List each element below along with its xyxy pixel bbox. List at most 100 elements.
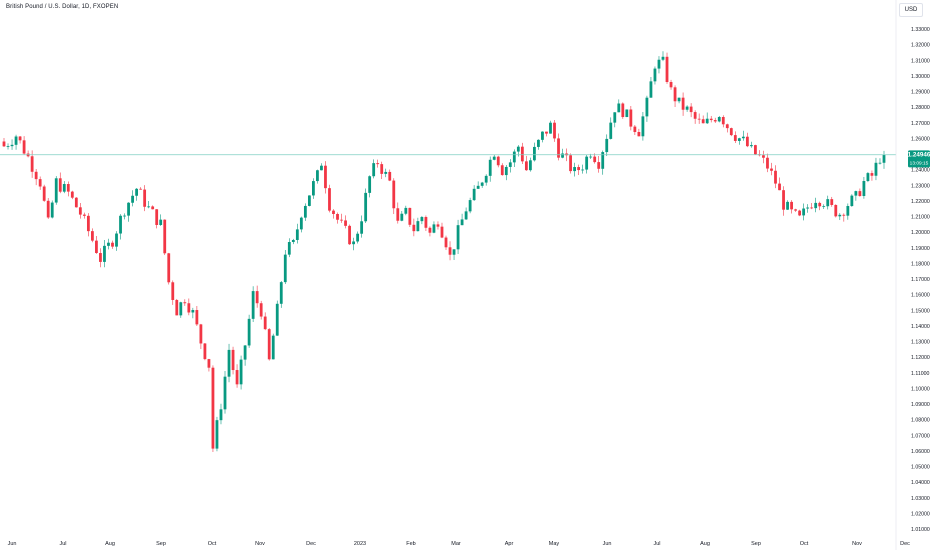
candle-body [127, 202, 130, 216]
candle-body [143, 189, 147, 207]
candle-body [332, 210, 335, 214]
candle-body [593, 156, 597, 163]
candle [26, 150, 30, 158]
candle [484, 174, 488, 186]
y-axis[interactable]: 1.33000 1.32000 1.31000 1.30000 1.29000 1.280… [911, 27, 930, 533]
x-tick-label: Jul [59, 541, 66, 547]
candle-body [577, 167, 581, 171]
candle [549, 120, 552, 134]
candle-body [653, 68, 657, 82]
candle-body [95, 240, 98, 254]
y-tick-label: 1.31000 [911, 58, 930, 64]
candle [263, 312, 267, 331]
candle-body [42, 186, 46, 201]
y-tick-label: 1.33000 [911, 27, 930, 33]
candle-body [464, 211, 468, 220]
x-tick-label: 2023 [354, 541, 366, 547]
candle-body [247, 318, 251, 346]
candle [758, 150, 761, 157]
candle-body [239, 359, 243, 385]
y-tick-label: 1.03000 [911, 496, 930, 502]
candle-body [826, 199, 830, 207]
candle [629, 105, 633, 131]
candle-body [159, 219, 163, 225]
candle-body [846, 206, 850, 216]
candle [569, 153, 572, 174]
candle [2, 137, 6, 148]
candle-body [191, 310, 195, 313]
last-price-value: 1.24946 [908, 151, 931, 158]
candle [251, 286, 255, 322]
candle-body [472, 188, 476, 201]
candle-body [834, 204, 838, 217]
candle-body [14, 136, 18, 145]
candle [878, 158, 882, 165]
x-axis[interactable]: Jun Jul Aug Sep Oct Nov Dec 2023 Feb Mar Apr May Jun… [8, 541, 911, 547]
candle [520, 142, 524, 165]
candle [312, 178, 315, 199]
candle [22, 136, 26, 155]
candle [545, 131, 548, 137]
candle-body [50, 202, 54, 218]
candle [448, 241, 452, 261]
candle [167, 252, 171, 285]
candle [171, 280, 175, 305]
candle-body [123, 215, 126, 217]
candle [127, 202, 130, 222]
candle-body [211, 367, 215, 449]
x-tick-label: Jun [603, 541, 612, 547]
candle [151, 205, 155, 210]
candle [316, 169, 319, 184]
candle [882, 150, 886, 169]
candle-body [424, 217, 428, 228]
candle [159, 214, 163, 226]
candle-body [396, 208, 400, 221]
candle-body [492, 156, 496, 160]
candle [524, 155, 528, 171]
y-tick-label: 1.18000 [911, 261, 930, 267]
y-tick-label: 1.14000 [911, 324, 930, 330]
candle-body [30, 156, 34, 172]
candle [573, 162, 576, 177]
candle [496, 155, 500, 168]
candle-body [468, 200, 472, 212]
candle-body [219, 409, 223, 421]
candle-body [255, 291, 259, 304]
candle [597, 155, 601, 173]
candle [533, 142, 536, 162]
x-tick-label: Sep [751, 541, 761, 547]
candle-body [573, 167, 576, 172]
candle [99, 248, 102, 268]
x-tick-label: Oct [208, 541, 217, 547]
candle-body [267, 329, 271, 360]
candle-body [484, 175, 488, 183]
candle-body [432, 224, 436, 233]
candle-body [838, 214, 842, 217]
candle-body [549, 122, 552, 134]
candle [275, 300, 279, 336]
candle-body [520, 146, 524, 162]
candle-body [340, 219, 343, 221]
candle [774, 165, 777, 189]
candle-body [195, 310, 199, 325]
candle-body [685, 106, 689, 110]
candle-body [533, 146, 536, 161]
candle [625, 109, 629, 118]
candle-body [86, 215, 90, 232]
candle-body [452, 249, 456, 255]
candle [103, 240, 106, 268]
candle [721, 115, 725, 128]
candle-body [786, 201, 789, 210]
candle-body [581, 169, 585, 171]
candle [223, 371, 227, 414]
candle-body [34, 171, 38, 180]
y-tick-label: 1.28000 [911, 105, 930, 111]
x-tick-label: Dec [900, 541, 910, 547]
candle [605, 134, 609, 157]
candle-body [46, 200, 50, 218]
currency-button[interactable]: USD [899, 3, 923, 17]
candle-body [569, 155, 572, 172]
candle [693, 110, 697, 124]
candles-layer [2, 51, 886, 452]
